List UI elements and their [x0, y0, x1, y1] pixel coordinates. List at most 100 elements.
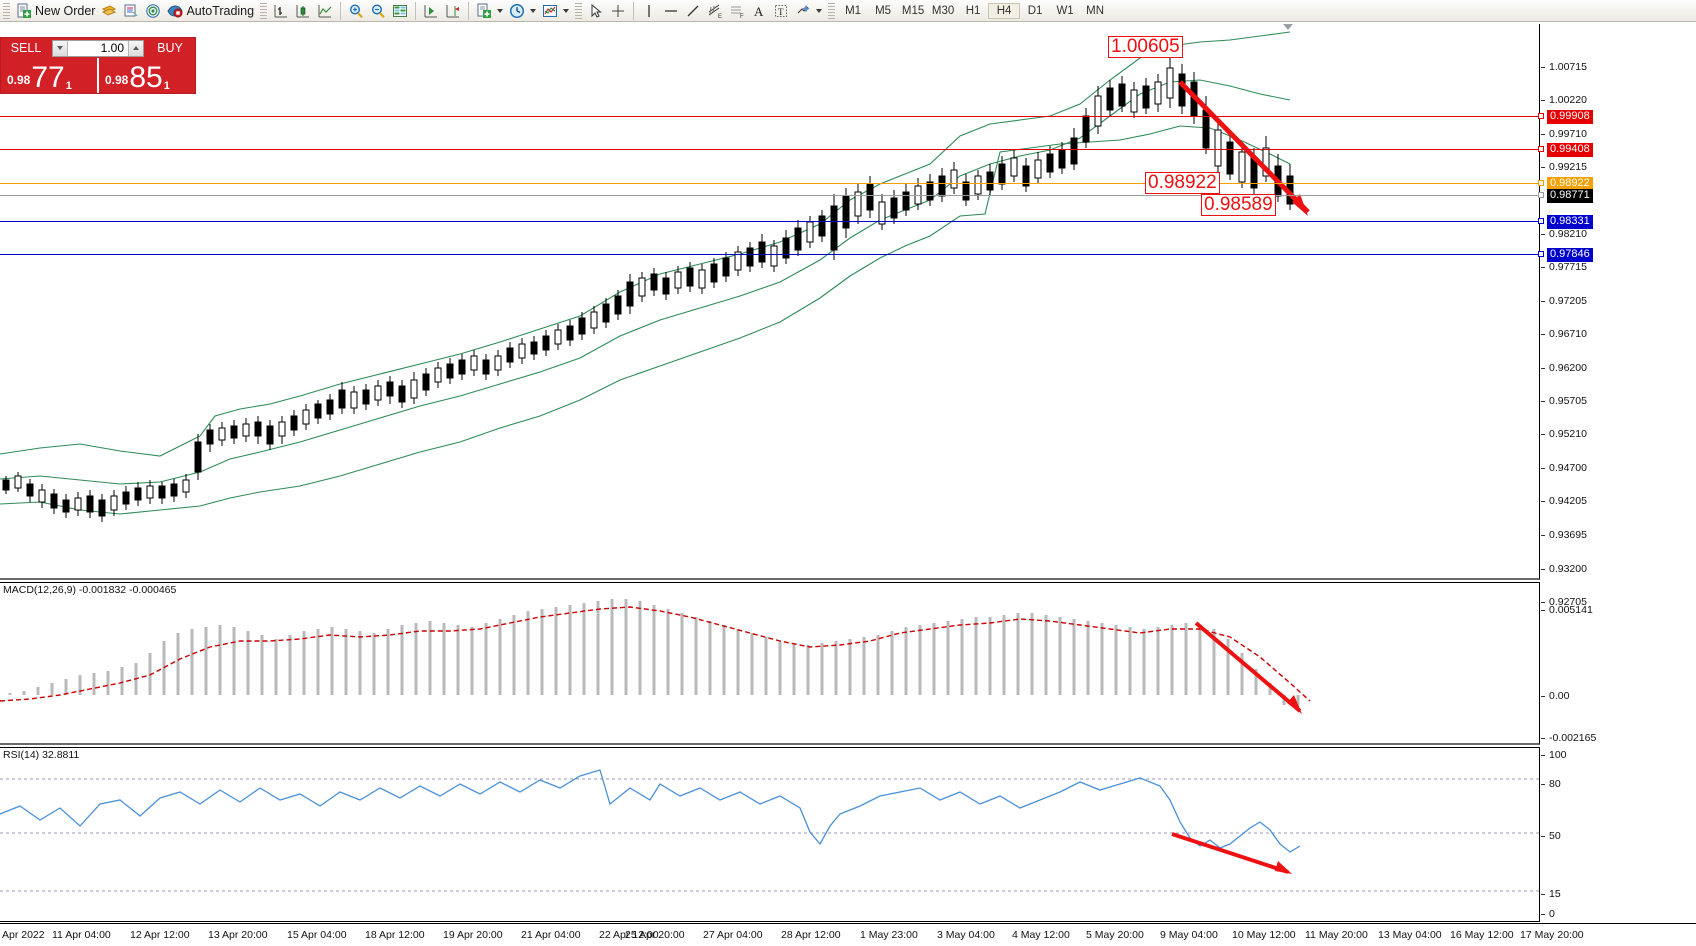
text-label-button[interactable]: T — [770, 0, 792, 22]
price-tick — [1541, 301, 1545, 302]
time-axis-label: 5 May 20:00 — [1086, 929, 1144, 941]
indicator-tick-label: 0 — [1549, 908, 1555, 920]
buy-price-cell[interactable]: 0.98 85 1 — [97, 58, 195, 93]
volume-increase-button[interactable] — [128, 40, 143, 56]
timeframe-button-m30[interactable]: M30 — [931, 4, 955, 17]
chart-area[interactable]: 1.00605 0.98922 0.98589 MACD(12,26,9) -0… — [0, 24, 1696, 946]
level-handle[interactable] — [1538, 146, 1544, 152]
cursor-button[interactable] — [585, 0, 607, 22]
timeframe-button-m1[interactable]: M1 — [845, 4, 862, 17]
navigator-button[interactable] — [142, 0, 164, 22]
price-tick-label: 0.95705 — [1549, 395, 1587, 407]
time-axis-label: 27 Apr 04:00 — [703, 929, 763, 941]
level-support-2-label[interactable]: 0.97846 — [1538, 248, 1593, 262]
period-button[interactable] — [506, 0, 539, 22]
timeframe-button-h4[interactable]: H4 — [988, 2, 1021, 19]
price-tick — [1541, 234, 1545, 235]
timeframe-button-w1[interactable]: W1 — [1056, 4, 1074, 17]
chevron-down-icon — [57, 46, 63, 50]
level-handle[interactable] — [1538, 192, 1544, 198]
time-axis-label: 10 May 12:00 — [1232, 929, 1296, 941]
bar-chart-button[interactable] — [270, 0, 292, 22]
toolbar-grip[interactable] — [3, 2, 10, 19]
timeframe-button-m5[interactable]: M5 — [875, 4, 892, 17]
level-handle[interactable] — [1538, 113, 1544, 119]
candlestick-chart-button[interactable] — [292, 0, 314, 22]
candlestick-chart-icon — [295, 3, 311, 19]
timeframe-button-h1[interactable]: H1 — [965, 4, 981, 17]
level-pivot-label[interactable]: 0.98922 — [1538, 177, 1593, 191]
candlestick-series — [2, 56, 1294, 522]
horizontal-line-button[interactable] — [660, 0, 682, 22]
templates-button[interactable] — [473, 0, 506, 22]
price-pane[interactable]: 1.00605 0.98922 0.98589 — [0, 24, 1540, 580]
level-handle[interactable] — [1538, 180, 1544, 186]
indicator-tick-label: 50 — [1549, 830, 1561, 842]
price-chart-svg — [0, 31, 1310, 522]
trendline-button[interactable] — [682, 0, 704, 22]
annotation-low[interactable]: 0.98589 — [1201, 194, 1276, 216]
level-handle[interactable] — [1538, 218, 1544, 224]
indicators-chevron-down-icon[interactable] — [563, 8, 570, 13]
data-window-button[interactable] — [120, 0, 142, 22]
line-chart-button[interactable] — [314, 0, 336, 22]
annotation-high[interactable]: 1.00605 — [1108, 36, 1183, 58]
level-support-1-label[interactable]: 0.98331 — [1538, 215, 1593, 229]
price-tick — [1541, 602, 1545, 603]
equidistant-channel-button[interactable]: E — [704, 0, 726, 22]
level-line-support-1 — [0, 221, 1539, 222]
bar-chart-icon — [273, 3, 289, 19]
time-axis-label: 13 May 04:00 — [1378, 929, 1442, 941]
auto-scroll-button[interactable] — [420, 0, 442, 22]
drawings-chevron-down-icon[interactable] — [816, 8, 823, 13]
chart-shift-button[interactable] — [442, 0, 464, 22]
volume-decrease-button[interactable] — [53, 40, 68, 56]
zoom-in-button[interactable] — [345, 0, 367, 22]
level-resistance-2-label[interactable]: 0.99408 — [1538, 143, 1593, 157]
price-scale[interactable]: 1.00715 1.00220 0.99710 0.99215 0.98210 0.977… — [1538, 24, 1696, 922]
level-handle[interactable] — [1538, 251, 1544, 257]
fibonacci-button[interactable]: F — [726, 0, 748, 22]
expert-advisors-button[interactable] — [98, 0, 120, 22]
drawings-button[interactable] — [792, 0, 825, 22]
period-chevron-down-icon[interactable] — [530, 8, 537, 13]
macd-pane[interactable]: MACD(12,26,9) -0.001832 -0.000465 — [0, 582, 1540, 745]
vertical-line-button[interactable] — [638, 0, 660, 22]
toolbar-separator-4 — [633, 1, 635, 20]
crosshair-button[interactable] — [607, 0, 629, 22]
buy-price-big: 85 — [129, 61, 163, 94]
indicators-button[interactable] — [539, 0, 572, 22]
toolbar-grip-4[interactable] — [828, 2, 836, 19]
text-button[interactable]: A — [748, 0, 770, 22]
new-order-button[interactable]: New Order — [13, 0, 98, 22]
level-current-price-label[interactable]: 0.98771 — [1538, 189, 1593, 203]
trendline-icon — [685, 3, 701, 19]
toolbar-separator-1 — [340, 1, 342, 20]
level-resistance-1-label[interactable]: 0.99908 — [1538, 110, 1593, 124]
price-tick-label: 0.98210 — [1549, 228, 1587, 240]
timeframe-button-mn[interactable]: MN — [1086, 4, 1105, 17]
templates-chevron-down-icon[interactable] — [497, 8, 504, 13]
buy-button[interactable]: BUY — [157, 41, 183, 55]
time-axis-label: 17 May 20:00 — [1520, 929, 1584, 941]
timeframe-button-d1[interactable]: D1 — [1027, 4, 1043, 17]
macd-trend-arrow-down — [1194, 621, 1302, 714]
one-click-trade-panel[interactable]: SELL 1.00 BUY 0.98 77 1 0.98 85 1 — [0, 37, 196, 94]
rsi-trend-arrow-down — [1171, 832, 1292, 874]
volume-stepper[interactable]: 1.00 — [52, 39, 144, 57]
scroll-indicator-icon[interactable] — [1283, 24, 1293, 30]
rsi-pane[interactable]: RSI(14) 32.8811 — [0, 747, 1540, 922]
autotrading-label: AutoTrading — [186, 3, 255, 18]
toolbar-grip-3[interactable] — [575, 2, 583, 19]
annotation-mid[interactable]: 0.98922 — [1145, 172, 1220, 194]
sell-price-cell[interactable]: 0.98 77 1 — [1, 58, 97, 93]
toolbar-grip-2[interactable] — [260, 2, 268, 19]
zoom-out-button[interactable] — [367, 0, 389, 22]
price-tick — [1541, 434, 1545, 435]
price-tick-label: 0.97205 — [1549, 295, 1587, 307]
timeframe-button-m15[interactable]: M15 — [901, 4, 925, 17]
grid-button[interactable] — [389, 0, 411, 22]
sell-button[interactable]: SELL — [10, 41, 42, 55]
volume-input[interactable]: 1.00 — [100, 40, 124, 55]
autotrading-button[interactable]: AutoTrading — [164, 0, 257, 22]
